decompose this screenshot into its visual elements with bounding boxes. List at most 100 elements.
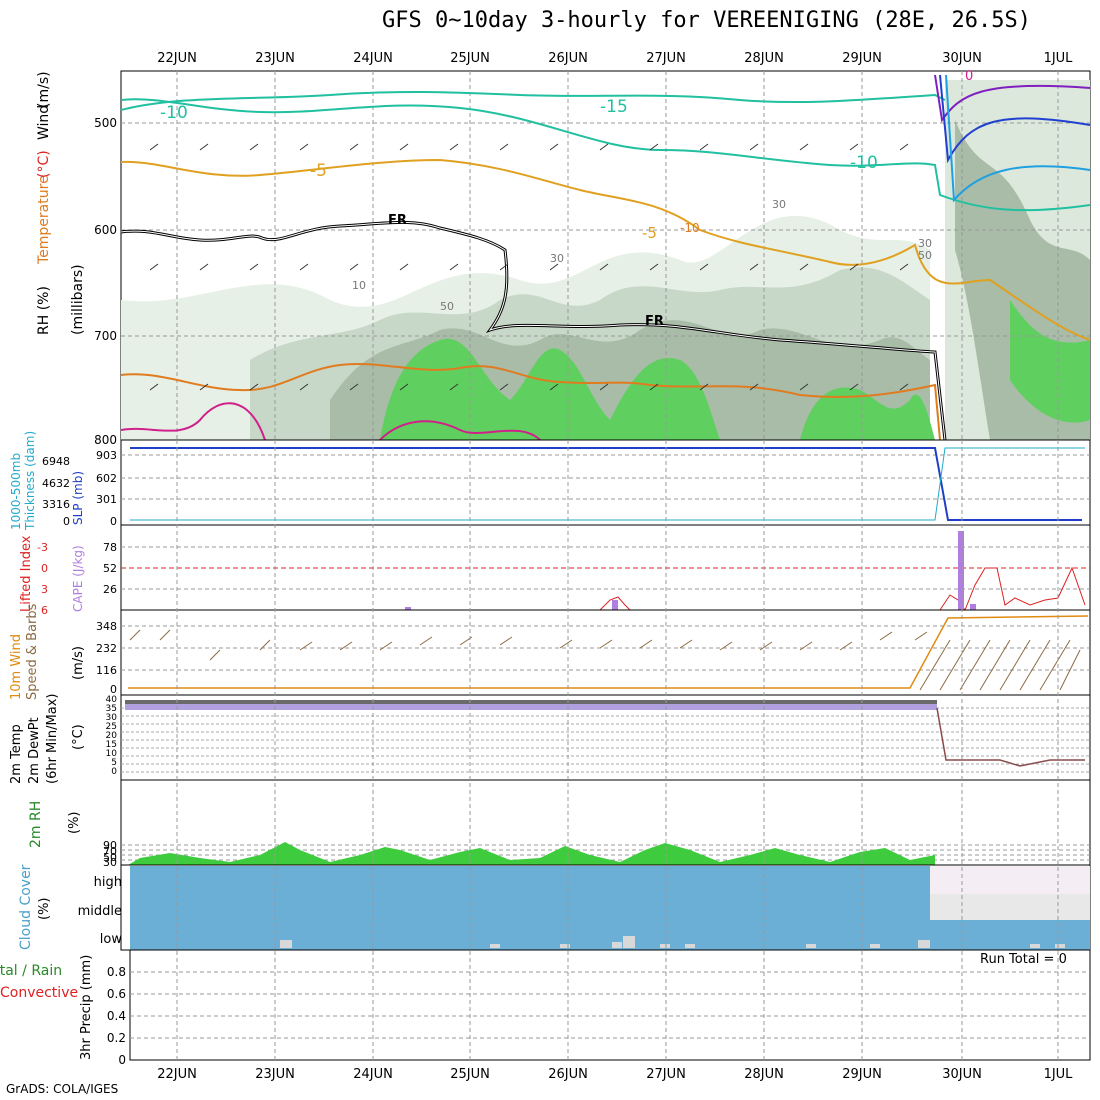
label-rh-pct: (%) [67,812,82,835]
temp-band [125,700,937,710]
cape-li-panel: -3 0 3 6 78 52 26 [37,524,1091,617]
date-label: 29JUN [842,1067,882,1082]
isotherm-label: -10 [160,103,188,123]
label-thickness: 1000-500mb [9,453,23,530]
top-date-axis: 22JUN 23JUN 24JUN 25JUN 26JUN 27JUN 28JU… [157,51,1073,66]
cloud-low-right [930,920,1090,950]
ytick-precip-0: 0 [118,1053,126,1067]
ytick-precip-0.6: 0.6 [107,987,126,1001]
ytick-slp-903: 903 [96,449,117,462]
ytick-rh-90: 90 [103,839,117,852]
label-speed-barbs: Speed & Barbs [25,603,40,700]
isotherm-minus5 [120,158,1091,341]
rh-contour-label: 50 [440,300,454,313]
label-celsius: (°C) [71,724,86,750]
ytick-temp: 30 [106,713,118,723]
thickness-line [130,447,1085,521]
date-label: 1JUL [1044,51,1074,66]
precip-panel: 0.8 0.6 0.4 0.2 0 [107,949,1091,1067]
date-label: 24JUN [353,51,393,66]
date-label: 28JUN [744,1067,784,1082]
lower-vertical-grid [176,440,1059,1060]
date-label: 24JUN [353,1067,393,1082]
label-wind: Wind [36,105,52,140]
ytick-cloud-high: high [94,875,122,890]
slp-line [130,447,1082,521]
isotherm-right-cyan [945,74,1091,203]
wind-speed-line [128,615,1089,689]
date-label: 23JUN [255,51,295,66]
isotherm-label: -10 [850,153,878,173]
ytick-thickness-6948: 6948 [42,455,70,468]
label-temp-units: (°C) [36,150,52,178]
upper-wind-barbs [149,143,909,391]
ytick-slp-301: 301 [96,493,117,506]
cloud-yticks: high middle low [78,875,123,947]
ytick-cloud-low: low [100,932,123,947]
ytick-li-0: 0 [41,562,48,575]
ytick-li-minus3: -3 [37,541,48,554]
isotherm-label: -5 [642,224,657,242]
ytick-cape-26: 26 [103,583,117,596]
ytick-cape-52: 52 [103,562,117,575]
label-wind-units: (m/s) [36,71,52,108]
cape-yticks: -3 0 3 6 78 52 26 [37,541,117,617]
ytick-cape-78: 78 [103,541,117,554]
precip-grid [130,971,1090,1039]
date-label: 23JUN [255,1067,295,1082]
panel-labels: Wind (m/s) Temperature (°C) RH (%) (mill… [9,71,94,1060]
label-lifted-index: Lifted Index [19,535,34,612]
isotherm-minus15 [120,90,946,111]
cross-section-grid [121,71,1090,440]
rh-contour-label: 30 [550,252,564,265]
ytick-wind-0: 0 [110,683,117,696]
date-label: 27JUN [646,51,686,66]
temp-band-top [125,700,937,704]
ytick-temp: 5 [111,758,117,768]
label-6hr: (6hr Min/Max) [45,694,60,784]
date-label: 30JUN [942,1067,982,1082]
label-cape: CAPE (J/kg) [71,545,85,612]
label-temperature: Temperature [36,175,52,265]
label-millibars: (millibars) [70,264,86,335]
label-2m-dewpt: 2m DewPt [27,717,42,784]
label-cloud-pct: (%) [37,898,52,921]
bottom-date-axis: 22JUN 23JUN 24JUN 25JUN 26JUN 27JUN 28JU… [157,1067,1073,1082]
wind-panel: 348 232 116 0 [96,609,1091,696]
freezing-level-label: FR [645,314,664,329]
rh-shade-right-green [1010,300,1090,423]
ytick-wind-232: 232 [96,642,117,655]
slp-yticks: 6948 4632 3316 0 903 602 301 0 [42,449,117,528]
label-3hr-precip: 3hr Precip (mm) [79,955,94,1060]
slp-grid [121,454,1090,500]
ytick-700: 700 [94,329,117,343]
wind-grid [121,625,1090,671]
isotherm-label: 0 [965,69,973,84]
precip-yticks: 0.8 0.6 0.4 0.2 0 [107,965,126,1067]
grads-credit: GrADS: COLA/IGES [6,1082,119,1096]
run-total: Run Total = 0 [980,952,1067,967]
date-label: 27JUN [646,1067,686,1082]
isotherm-label: -15 [600,97,628,117]
rh-contour-label: 30 [772,198,786,211]
label-cloud-cover: Cloud Cover [18,864,34,950]
ytick-li-6: 6 [41,604,48,617]
ytick-temp: 10 [106,749,118,759]
label-slp: SLP (mb) [71,471,85,525]
ytick-thickness-0: 0 [63,515,70,528]
date-label: 30JUN [942,51,982,66]
isotherm-label: -5 [310,161,327,181]
date-label: 22JUN [157,51,197,66]
wind-yticks: 348 232 116 0 [96,620,117,696]
date-label: 26JUN [548,1067,588,1082]
ytick-rh-30: 30 [103,856,117,869]
ytick-500: 500 [94,116,117,130]
temp-line-right [936,707,1085,767]
ytick-slp-0: 0 [110,515,117,528]
wind-barbs [129,629,1081,691]
ytick-rh-70: 70 [103,845,117,858]
cape-bar [612,600,618,610]
rh-shade-green [380,338,720,440]
cape-bar [958,531,964,610]
ytick-precip-0.8: 0.8 [107,965,126,979]
